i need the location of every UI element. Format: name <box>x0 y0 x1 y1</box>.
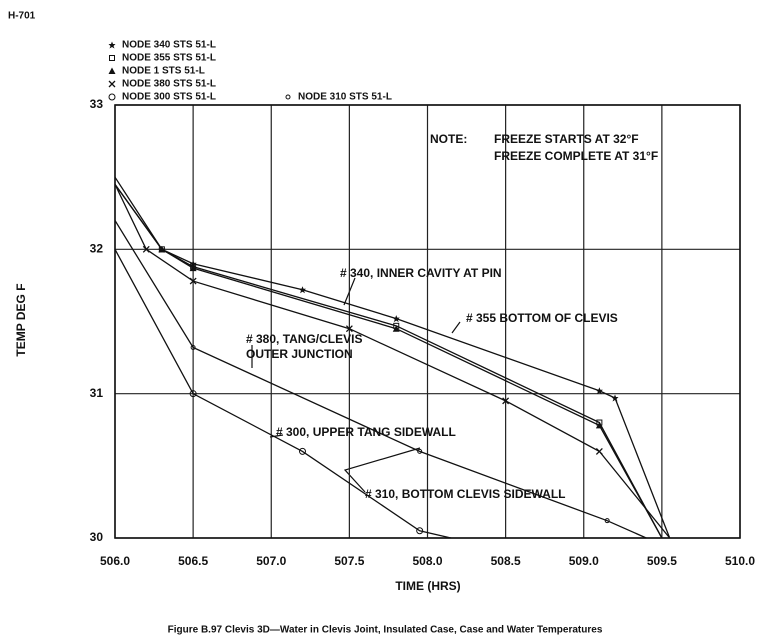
series-line <box>114 220 647 539</box>
legend-label: NODE 300 STS 51-L <box>122 92 216 103</box>
plot-frame <box>114 104 741 539</box>
data-point <box>595 447 603 455</box>
y-tick-label: 32 <box>90 242 104 256</box>
legend-marker <box>108 80 116 88</box>
annotation: # 300, UPPER TANG SIDEWALL <box>276 425 456 439</box>
note: FREEZE COMPLETE AT 31°F <box>494 149 658 163</box>
data-point <box>299 447 306 455</box>
note: FREEZE STARTS AT 32°F <box>494 132 639 146</box>
data-point <box>142 245 150 253</box>
caption: Figure B.97 Clevis 3D—Water in Clevis Jo… <box>168 625 603 636</box>
x-tick-label: 510.0 <box>725 554 755 568</box>
y-tick-label: 31 <box>90 386 104 400</box>
y-axis-label: TEMP DEG F <box>14 283 28 356</box>
data-point <box>595 421 603 429</box>
legend-label: NODE 1 STS 51-L <box>122 66 205 77</box>
legend-marker <box>108 41 116 49</box>
series-line <box>114 184 663 539</box>
data-point <box>416 527 424 535</box>
x-tick-label: 507.0 <box>256 554 286 568</box>
series-line <box>114 184 663 539</box>
x-tick-label: 508.0 <box>412 554 442 568</box>
x-tick-label: 509.0 <box>569 554 599 568</box>
page-id: H-701 <box>8 11 36 22</box>
annotation-arrows <box>251 277 461 493</box>
y-tick-label: 33 <box>90 97 104 111</box>
legend-label: NODE 310 STS 51-L <box>298 92 392 103</box>
data-point <box>392 325 400 332</box>
annotation: # 340, INNER CAVITY AT PIN <box>340 266 502 280</box>
legend-marker <box>285 94 291 100</box>
data-point <box>392 315 400 323</box>
data-point <box>189 264 197 272</box>
data-point <box>611 394 619 402</box>
series-line <box>114 249 452 539</box>
legend-label: NODE 355 STS 51-L <box>122 53 216 64</box>
x-tick-label: 507.5 <box>334 554 364 568</box>
data-point <box>595 387 603 395</box>
annotation: # 380, TANG/CLEVIS <box>246 332 362 346</box>
data-point <box>604 518 610 524</box>
data-point <box>190 344 196 350</box>
series-line <box>114 176 671 539</box>
data-point <box>345 325 353 333</box>
x-tick-label: 508.5 <box>491 554 521 568</box>
x-tick-label: 506.5 <box>178 554 208 568</box>
data-point <box>189 277 197 285</box>
data-point <box>299 286 306 294</box>
annotation: OUTER JUNCTION <box>246 347 353 361</box>
x-tick-label: 509.5 <box>647 554 677 568</box>
legend-marker <box>109 55 115 61</box>
data-point <box>158 245 166 253</box>
y-tick-label: 30 <box>90 530 104 544</box>
legend-marker <box>108 67 116 74</box>
data-point <box>189 390 197 398</box>
annotation: # 310, BOTTOM CLEVIS SIDEWALL <box>365 487 565 501</box>
legend-marker <box>108 93 116 101</box>
data-point <box>417 448 423 454</box>
annotation: # 355 BOTTOM OF CLEVIS <box>466 311 618 325</box>
legend-label: NODE 380 STS 51-L <box>122 79 216 90</box>
series-line <box>114 184 671 539</box>
x-axis-label: TIME (HRS) <box>395 579 460 593</box>
legend-label: NODE 340 STS 51-L <box>122 40 216 51</box>
x-tick-label: 506.0 <box>100 554 130 568</box>
note: NOTE: <box>430 132 467 146</box>
data-point <box>502 397 510 405</box>
